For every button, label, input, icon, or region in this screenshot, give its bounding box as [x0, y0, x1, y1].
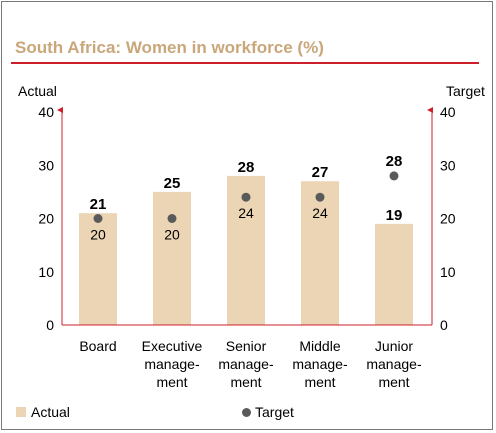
- y-tick-right-3: 30: [440, 157, 456, 173]
- y-tick-right-2: 20: [440, 211, 456, 227]
- y-tick-left-0: 0: [46, 317, 54, 333]
- y-tick-left-1: 10: [38, 264, 54, 280]
- target-value-label-4: 28: [386, 153, 403, 170]
- category-label-3-2: ment: [304, 374, 335, 390]
- legend-actual: Actual: [16, 404, 70, 420]
- actual-value-label-4: 19: [386, 207, 403, 224]
- category-label-3-0: Middle: [299, 338, 340, 354]
- bar-actual-3: [301, 181, 339, 325]
- legend-target-label: Target: [255, 404, 294, 420]
- chart-title: South Africa: Women in workforce (%): [15, 38, 324, 57]
- target-marker-2: [241, 192, 251, 202]
- y-tick-left-4: 40: [38, 104, 54, 120]
- y-tick-left-3: 30: [38, 157, 54, 173]
- target-marker-0: [93, 214, 103, 223]
- target-marker-3: [315, 192, 325, 202]
- actual-value-label-3: 27: [312, 164, 329, 181]
- bar-actual-4: [375, 223, 413, 325]
- target-value-label-1: 20: [164, 227, 180, 243]
- title-divider: [11, 62, 479, 64]
- y-tick-right-0: 0: [440, 317, 448, 333]
- bar-actual-0: [79, 213, 117, 325]
- legend-actual-label: Actual: [31, 404, 70, 420]
- category-label-1-0: Executive: [142, 338, 203, 354]
- target-value-label-3: 24: [312, 205, 328, 221]
- y-tick-left-2: 20: [38, 211, 54, 227]
- category-label-2-0: Senior: [226, 338, 267, 354]
- y-tick-right-4: 40: [440, 104, 456, 120]
- y-tick-right-1: 10: [440, 264, 456, 280]
- category-label-4-2: ment: [378, 374, 409, 390]
- category-label-4-0: Junior: [375, 338, 413, 354]
- target-value-label-2: 24: [238, 205, 254, 221]
- category-label-1-1: manage-: [144, 356, 200, 372]
- target-value-label-0: 20: [90, 227, 106, 243]
- legend-target-marker: [242, 407, 251, 417]
- left-axis-label: Actual: [18, 83, 57, 99]
- category-label-2-1: manage-: [218, 356, 274, 372]
- target-marker-1: [167, 214, 177, 223]
- actual-value-label-2: 28: [238, 159, 255, 176]
- category-label-4-1: manage-: [366, 356, 422, 372]
- legend-target: Target: [242, 404, 294, 420]
- category-label-1-2: ment: [156, 374, 187, 390]
- right-axis-label: Target: [446, 83, 485, 99]
- actual-value-label-0: 21: [90, 196, 107, 213]
- bar-actual-1: [153, 191, 191, 325]
- legend-actual-swatch: [16, 407, 26, 417]
- category-label-2-2: ment: [230, 374, 261, 390]
- target-marker-4: [389, 171, 399, 181]
- category-label-0-0: Board: [79, 338, 116, 354]
- category-label-3-1: manage-: [292, 356, 348, 372]
- actual-value-label-1: 25: [164, 175, 181, 192]
